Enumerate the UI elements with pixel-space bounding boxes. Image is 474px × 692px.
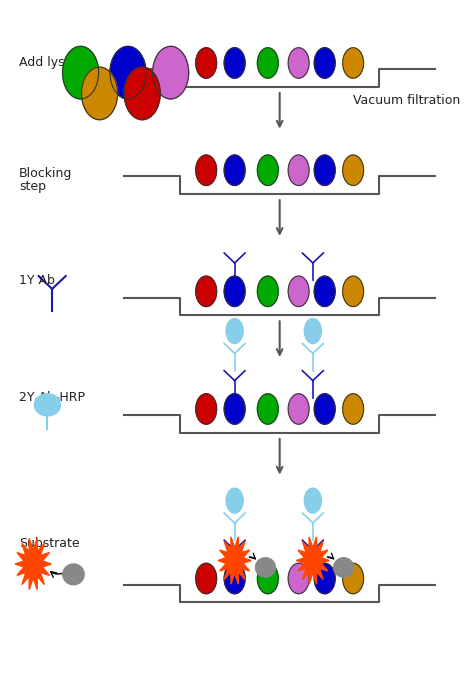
- Circle shape: [288, 394, 309, 424]
- Polygon shape: [218, 537, 251, 584]
- Circle shape: [314, 394, 335, 424]
- Circle shape: [196, 48, 217, 78]
- Circle shape: [343, 563, 364, 594]
- Circle shape: [196, 563, 217, 594]
- Circle shape: [153, 46, 189, 99]
- Circle shape: [196, 276, 217, 307]
- Circle shape: [82, 67, 118, 120]
- Circle shape: [257, 276, 278, 307]
- Text: 2Y Ab-HRP: 2Y Ab-HRP: [19, 392, 85, 404]
- Circle shape: [304, 318, 321, 343]
- Ellipse shape: [63, 564, 84, 585]
- Circle shape: [257, 155, 278, 185]
- Circle shape: [314, 48, 335, 78]
- Circle shape: [288, 48, 309, 78]
- Circle shape: [288, 155, 309, 185]
- Circle shape: [226, 488, 243, 513]
- Polygon shape: [296, 537, 329, 584]
- Ellipse shape: [334, 558, 354, 577]
- Circle shape: [224, 276, 245, 307]
- Circle shape: [196, 394, 217, 424]
- Circle shape: [343, 155, 364, 185]
- Ellipse shape: [35, 394, 61, 416]
- Circle shape: [343, 48, 364, 78]
- Polygon shape: [15, 538, 51, 590]
- Text: 1Y Ab: 1Y Ab: [19, 274, 55, 286]
- Circle shape: [226, 318, 243, 343]
- Circle shape: [110, 46, 146, 99]
- Circle shape: [257, 48, 278, 78]
- Text: Blocking: Blocking: [19, 167, 73, 179]
- Circle shape: [196, 155, 217, 185]
- Circle shape: [224, 563, 245, 594]
- Circle shape: [63, 46, 99, 99]
- Circle shape: [343, 276, 364, 307]
- Circle shape: [314, 155, 335, 185]
- Circle shape: [314, 563, 335, 594]
- Text: step: step: [19, 181, 46, 193]
- Ellipse shape: [255, 558, 275, 577]
- Text: Vacuum filtration: Vacuum filtration: [353, 94, 460, 107]
- Text: Add lysate: Add lysate: [19, 56, 85, 69]
- Circle shape: [314, 276, 335, 307]
- Text: Substrate: Substrate: [19, 537, 80, 549]
- Circle shape: [288, 276, 309, 307]
- Circle shape: [224, 155, 245, 185]
- Circle shape: [124, 67, 160, 120]
- Circle shape: [224, 394, 245, 424]
- Circle shape: [288, 563, 309, 594]
- Circle shape: [257, 563, 278, 594]
- Circle shape: [343, 394, 364, 424]
- Circle shape: [257, 394, 278, 424]
- Circle shape: [304, 488, 321, 513]
- Circle shape: [224, 48, 245, 78]
